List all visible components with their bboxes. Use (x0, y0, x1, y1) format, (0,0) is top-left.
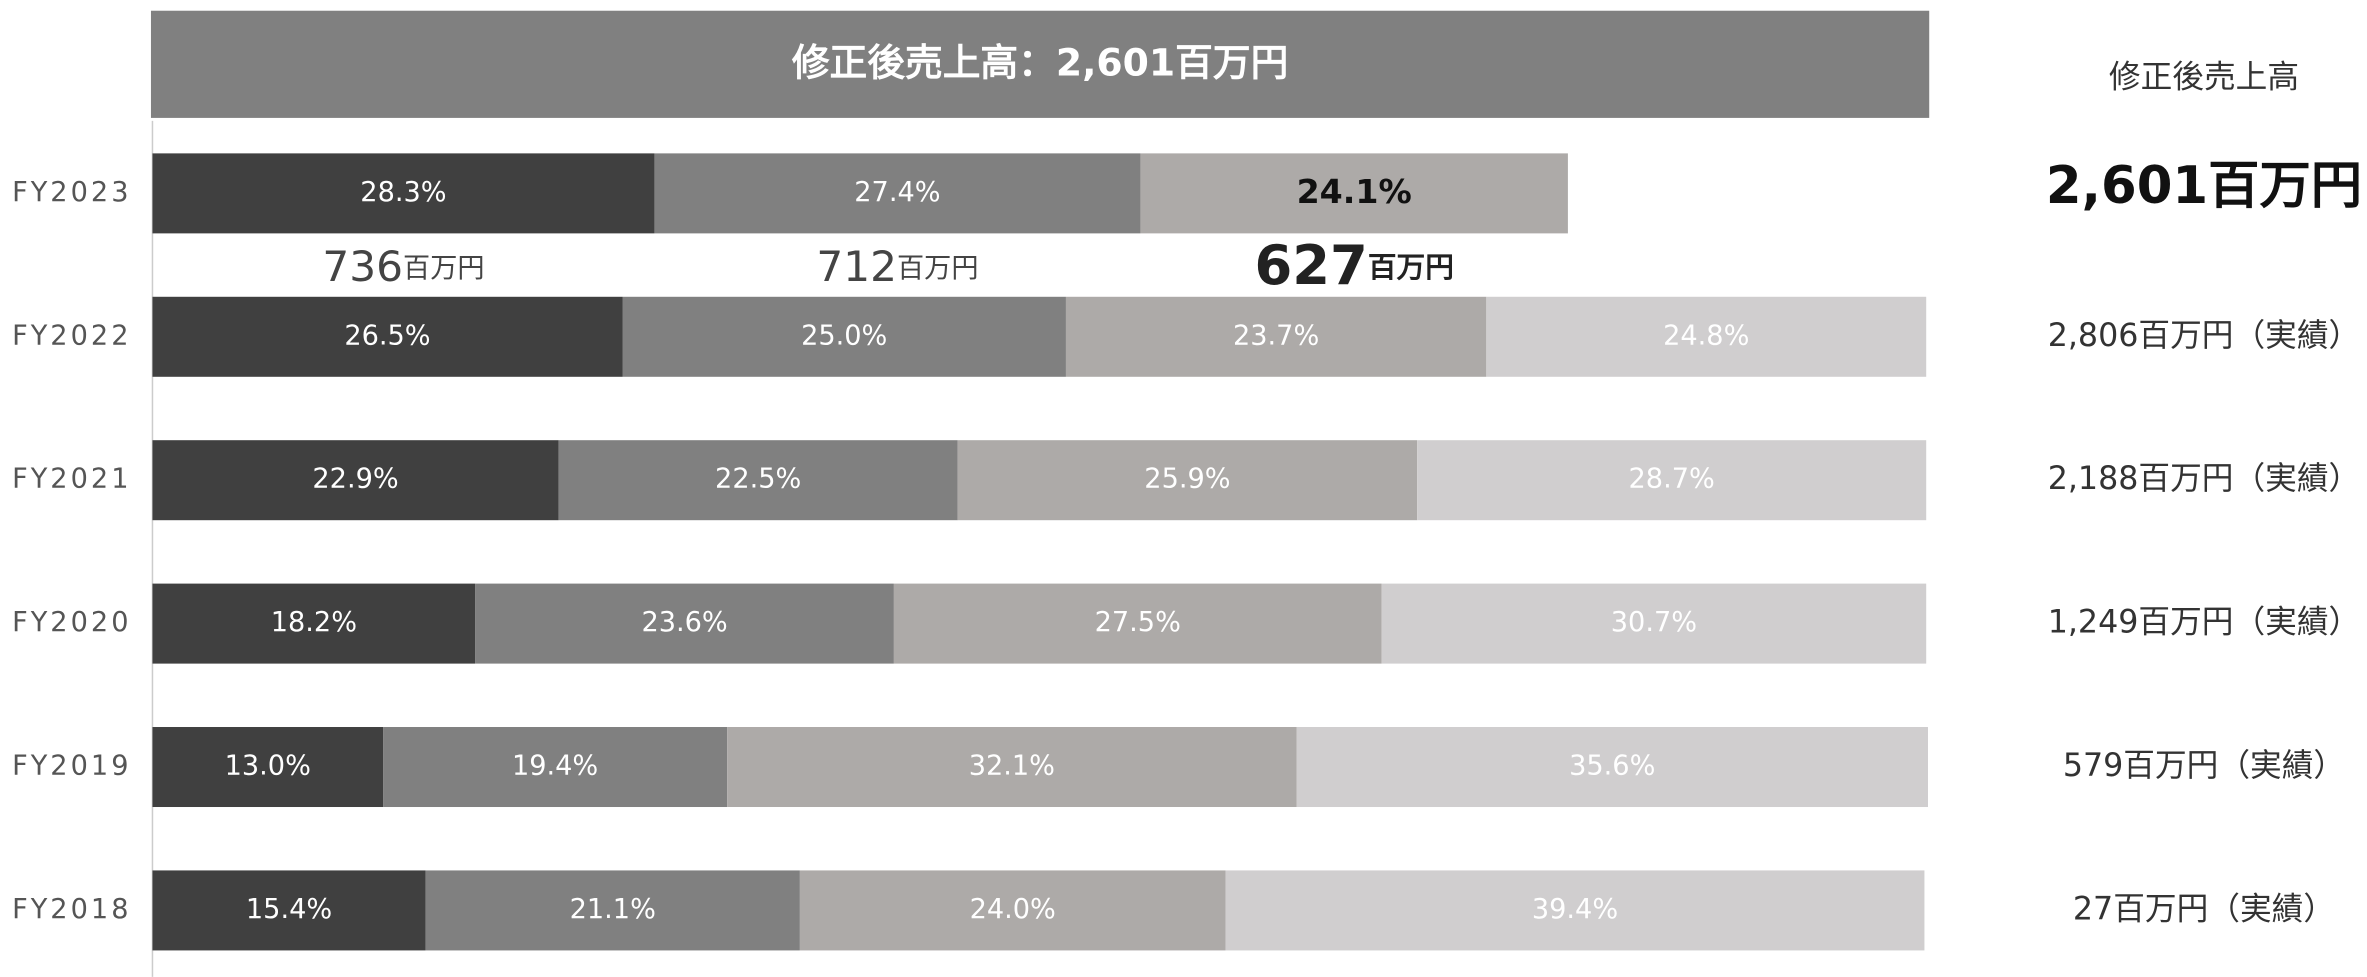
data-label: 21.1% (570, 894, 656, 925)
total-label: 2,806百万円（実績） (2048, 318, 2361, 354)
total-label: 579百万円（実績） (2063, 748, 2345, 784)
y-tick-label: FY2022 (12, 320, 131, 351)
bar-segment (475, 583, 894, 664)
bar-segment (152, 296, 623, 377)
bar-segment (1296, 727, 1928, 808)
bar-segment (152, 153, 655, 234)
bar-segment (152, 583, 476, 664)
amount-unit: 百万円 (403, 252, 484, 283)
data-label: 32.1% (969, 751, 1055, 782)
data-label: 13.0% (225, 751, 311, 782)
data-label: 25.9% (1144, 464, 1230, 495)
y-tick-label: FY2021 (12, 464, 131, 495)
y-tick-label: FY2023 (12, 177, 131, 208)
data-label: 23.6% (641, 607, 727, 638)
data-label: 35.6% (1569, 751, 1655, 782)
amount-value: 736 (322, 241, 403, 290)
bar-segment (799, 870, 1226, 951)
data-label: 23.7% (1233, 320, 1319, 351)
amount-unit: 百万円 (1368, 250, 1454, 284)
data-label: 27.4% (854, 177, 940, 208)
amount-unit: 百万円 (897, 252, 978, 283)
data-label: 27.5% (1095, 607, 1181, 638)
totals-header: 修正後売上高 (2109, 60, 2299, 96)
data-label: 28.7% (1629, 464, 1715, 495)
data-label: 18.2% (271, 607, 357, 638)
bar-segment (957, 440, 1418, 521)
amount-label: 627百万円 (1254, 234, 1453, 297)
bar-segment (1140, 153, 1568, 234)
amount-label: 736百万円 (322, 241, 484, 290)
bar-segment (622, 296, 1066, 377)
bar-segment (152, 440, 559, 521)
bar-segment (1486, 296, 1927, 377)
data-label: 24.8% (1663, 320, 1749, 351)
data-label: 26.5% (344, 320, 430, 351)
data-label: 24.0% (970, 894, 1056, 925)
data-label: 30.7% (1611, 607, 1697, 638)
data-label: 22.9% (312, 464, 398, 495)
title-banner (150, 10, 1930, 118)
bar-segment (727, 727, 1297, 808)
total-label: 1,249百万円（実績） (2048, 605, 2361, 641)
bar-segment (558, 440, 958, 521)
total-label: 2,601百万円 (2046, 156, 2362, 216)
data-label: 39.4% (1532, 894, 1618, 925)
bar-segment (1225, 870, 1925, 951)
bar-segment (1381, 583, 1927, 664)
y-tick-label: FY2018 (12, 894, 131, 925)
y-tick-label: FY2020 (12, 607, 131, 638)
total-label: 27百万円（実績） (2073, 891, 2335, 927)
y-tick-label: FY2019 (12, 751, 131, 782)
bar-segment (1417, 440, 1927, 521)
amount-value: 627 (1254, 234, 1367, 297)
data-label: 15.4% (246, 894, 332, 925)
bar-segment (383, 727, 728, 808)
bar-segment (1065, 296, 1487, 377)
bar-segment (893, 583, 1382, 664)
bar-segment (152, 870, 426, 951)
amount-value: 712 (816, 241, 897, 290)
amount-label: 712百万円 (816, 241, 978, 290)
bar-segment (425, 870, 800, 951)
total-label: 2,188百万円（実績） (2048, 461, 2361, 497)
data-label: 25.0% (801, 320, 887, 351)
bar-segment (152, 727, 384, 808)
chart-title: 修正後売上高：2,601百万円 (792, 41, 1289, 85)
data-label: 24.1% (1297, 172, 1412, 211)
bar-segment (654, 153, 1141, 234)
data-label: 28.3% (360, 177, 446, 208)
data-label: 22.5% (715, 464, 801, 495)
data-label: 19.4% (512, 751, 598, 782)
